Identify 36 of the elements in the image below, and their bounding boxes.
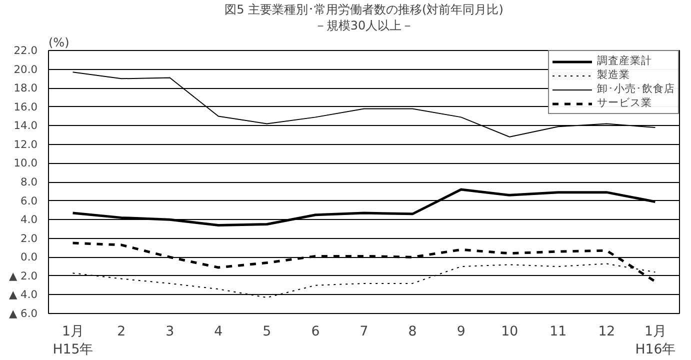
y-tick-label: 18.0: [14, 82, 38, 95]
x-tick-label: 11: [550, 324, 567, 340]
y-axis-title: (%): [48, 36, 70, 50]
legend-label: 調査産業計: [597, 54, 652, 68]
y-tick-label: 20.0: [14, 62, 38, 76]
legend-label: 製造業: [597, 68, 630, 82]
x-tick-label: 6: [311, 324, 320, 340]
y-tick-label: 2.0: [20, 232, 38, 245]
y-tick-label: 14.0: [14, 119, 38, 132]
y-tick-label: 8.0: [20, 176, 38, 188]
x-tick-label: 3: [166, 324, 174, 340]
line-series: [72, 188, 656, 226]
chart-title: 図5 主要業種別･常用労働者数の推移(対前年同月比): [224, 2, 504, 16]
x-tick-label: 9: [456, 324, 466, 340]
x-tick-label: 8: [408, 324, 417, 340]
x-tick-label: 1月 H15年: [52, 324, 93, 358]
y-tick-label: 6.0: [20, 194, 38, 208]
y-tick-label: 4.0: [20, 213, 38, 226]
y-tick-label: 12.0: [14, 138, 38, 151]
x-tick-label: 12: [598, 324, 616, 340]
y-tick-label: ▲ 4.0: [8, 288, 38, 302]
x-tick-label: 4: [214, 324, 223, 340]
y-tick-label: 0.0: [20, 250, 38, 264]
y-tick-label: 10.0: [14, 156, 38, 170]
x-tick-label: 7: [360, 324, 368, 340]
x-tick-label: 5: [262, 324, 272, 340]
legend-label: サービス業: [597, 96, 652, 110]
y-tick-label: 16.0: [14, 100, 38, 114]
x-tick-label: 2: [117, 324, 126, 340]
y-tick-label: ▲ 2.0: [8, 269, 38, 282]
y-tick-label: 22.0: [14, 44, 38, 57]
x-tick-label: 10: [501, 324, 518, 340]
y-tick-label: ▲ 6.0: [8, 307, 38, 320]
legend-label: 卸･小売･飲食店: [597, 82, 675, 96]
chart-subtitle: －規模30人以上－: [314, 18, 414, 32]
x-tick-label: 1月 H16年: [635, 324, 676, 358]
